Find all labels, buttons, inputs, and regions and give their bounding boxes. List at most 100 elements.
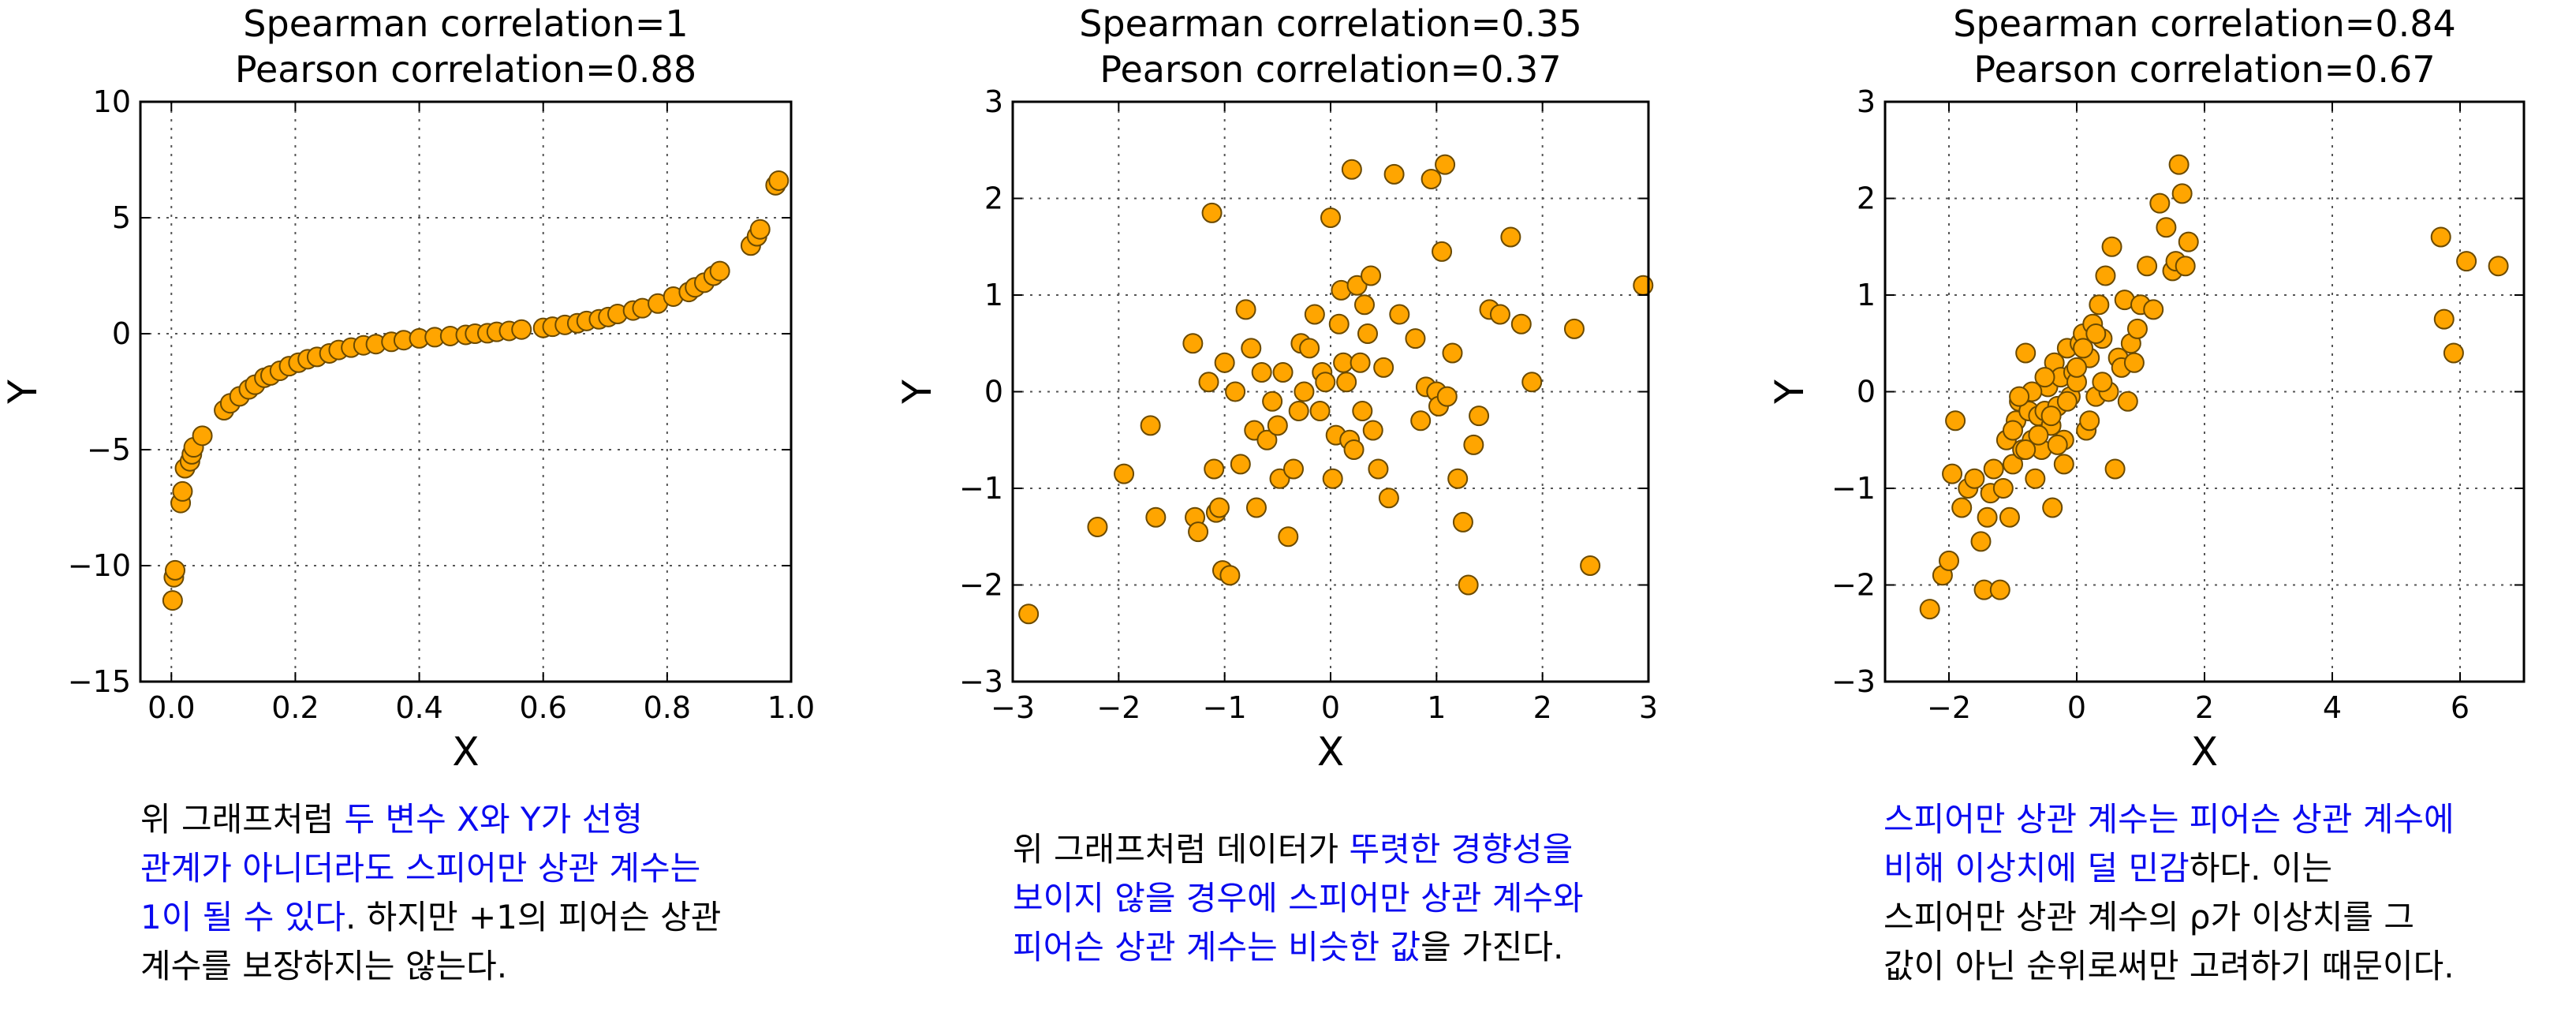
data-point [1368,458,1389,480]
chart-subtitle: Pearson correlation=0.88 [235,48,696,91]
data-point [2126,318,2148,339]
chart-1: 0.0 0.2 0.4 0.6 0.8 1.0 −15 −10 −5 0 5 10 Spearman c… [0,2,815,775]
x-tick-label: −1 [1203,690,1247,725]
x-tick-label: 2 [1533,690,1552,725]
data-point [768,170,790,191]
data-point [1145,506,1167,528]
x-tick-label: 4 [2323,690,2342,725]
data-point [1463,434,1484,455]
data-point [1188,521,1209,543]
data-point [1201,202,1223,223]
chart-title: Spearman correlation=0.84 [1953,2,2456,45]
data-point [1435,154,1456,175]
data-point [2092,372,2113,393]
data-point [1288,401,1309,421]
data-point [1343,439,1365,460]
x-tick-label: 1.0 [767,690,815,725]
y-tick-label: −3 [1831,664,1876,699]
caption-2: 위 그래프처럼 데이터가 뚜렷한 경향성을 보이지 않을 경우에 스피어만 상관 … [1013,825,1584,972]
data-point [1322,468,1343,489]
caption-highlight: 비해 이상치에 덜 민감 [1883,849,2190,888]
x-tick-label: 0.8 [644,690,691,725]
data-point [192,425,213,447]
data-point [2003,454,2023,475]
y-tick-label: −10 [68,548,131,583]
data-point [2168,154,2190,175]
data-point [2085,323,2107,344]
data-point [2149,192,2171,214]
x-axis-label: X [452,729,479,775]
data-point [165,559,185,581]
data-point [2003,420,2023,441]
data-point [2095,265,2116,286]
data-point [749,219,771,240]
x-axis-label: X [1317,729,1344,775]
caption-highlight: 스피어만 상관 계수는 피어슨 상관 계수에 [1883,800,2455,839]
data-point [1410,410,1432,432]
caption-line: 위 그래프처럼 데이터가 뚜렷한 경향성을 [1013,825,1584,874]
data-point [1294,381,1315,402]
data-point [1964,468,1985,489]
caption-line: 계수를 보장하지는 않는다. [140,942,721,991]
data-point [2009,386,2030,407]
data-point [1087,517,1108,537]
y-tick-label: 2 [984,181,1003,216]
data-point [1447,468,1469,489]
caption-text: 값이 아닌 순위로써만 고려하기 때문이다. [1883,947,2455,985]
caption-text: 하다. 이는 [2189,849,2333,888]
data-point [1521,372,1543,393]
plot-frame [139,100,793,683]
caption-line: 보이지 않을 경우에 스피어만 상관 계수와 [1013,874,1584,923]
data-point [1309,401,1331,421]
data-point [1336,372,1357,393]
data-point [1361,265,1382,286]
data-point [2089,294,2110,316]
data-point [1362,420,1383,441]
data-point [1383,163,1405,185]
data-point [1580,555,1601,576]
y-tick-label: 0 [984,375,1003,409]
data-point [1563,318,1585,339]
data-point [1182,333,1204,354]
chart-title: Spearman correlation=0.35 [1079,2,1582,45]
data-point [1436,386,1458,407]
data-point [1352,401,1373,421]
caption-highlight: 1이 될 수 있다 [140,898,345,936]
data-point [1299,338,1320,359]
caption-line: 피어슨 상관 계수는 비슷한 값을 가진다. [1013,923,1584,972]
caption-line: 스피어만 상관 계수의 ρ가 이상치를 그 [1883,893,2455,942]
y-tick-label: 1 [1857,278,1876,312]
caption-text: 스피어만 상관 계수의 ρ가 이상치를 그 [1883,898,2415,936]
data-point [1999,506,2020,528]
data-point [1140,415,1161,436]
x-axis-label: X [2191,729,2218,775]
caption-highlight: 두 변수 X와 Y가 선형 [344,800,643,839]
data-point [1432,241,1453,262]
data-point [2137,256,2158,277]
data-point [1942,463,1963,484]
data-point [2175,256,2196,277]
data-point [1378,488,1399,509]
data-point [2040,405,2062,427]
x-tick-label: 1 [1427,690,1446,725]
data-point [1357,323,1379,344]
data-point [1951,497,1973,518]
data-point [1346,275,1368,296]
data-point [1320,207,1341,228]
y-tick-label: 1 [984,278,1003,312]
data-point [1251,362,1272,383]
data-point [1282,458,1304,480]
data-point [2143,299,2164,320]
data-point [1198,372,1219,393]
x-tick-label: −2 [1927,690,1971,725]
data-point [1262,391,1283,412]
x-tick-label: 0.6 [519,690,566,725]
data-point [2042,497,2063,518]
x-tick-label: 3 [1639,690,1658,725]
chart-title: Spearman correlation=1 [243,2,688,45]
data-point [2123,352,2145,373]
data-point [1405,328,1426,349]
data-point [2073,338,2094,359]
